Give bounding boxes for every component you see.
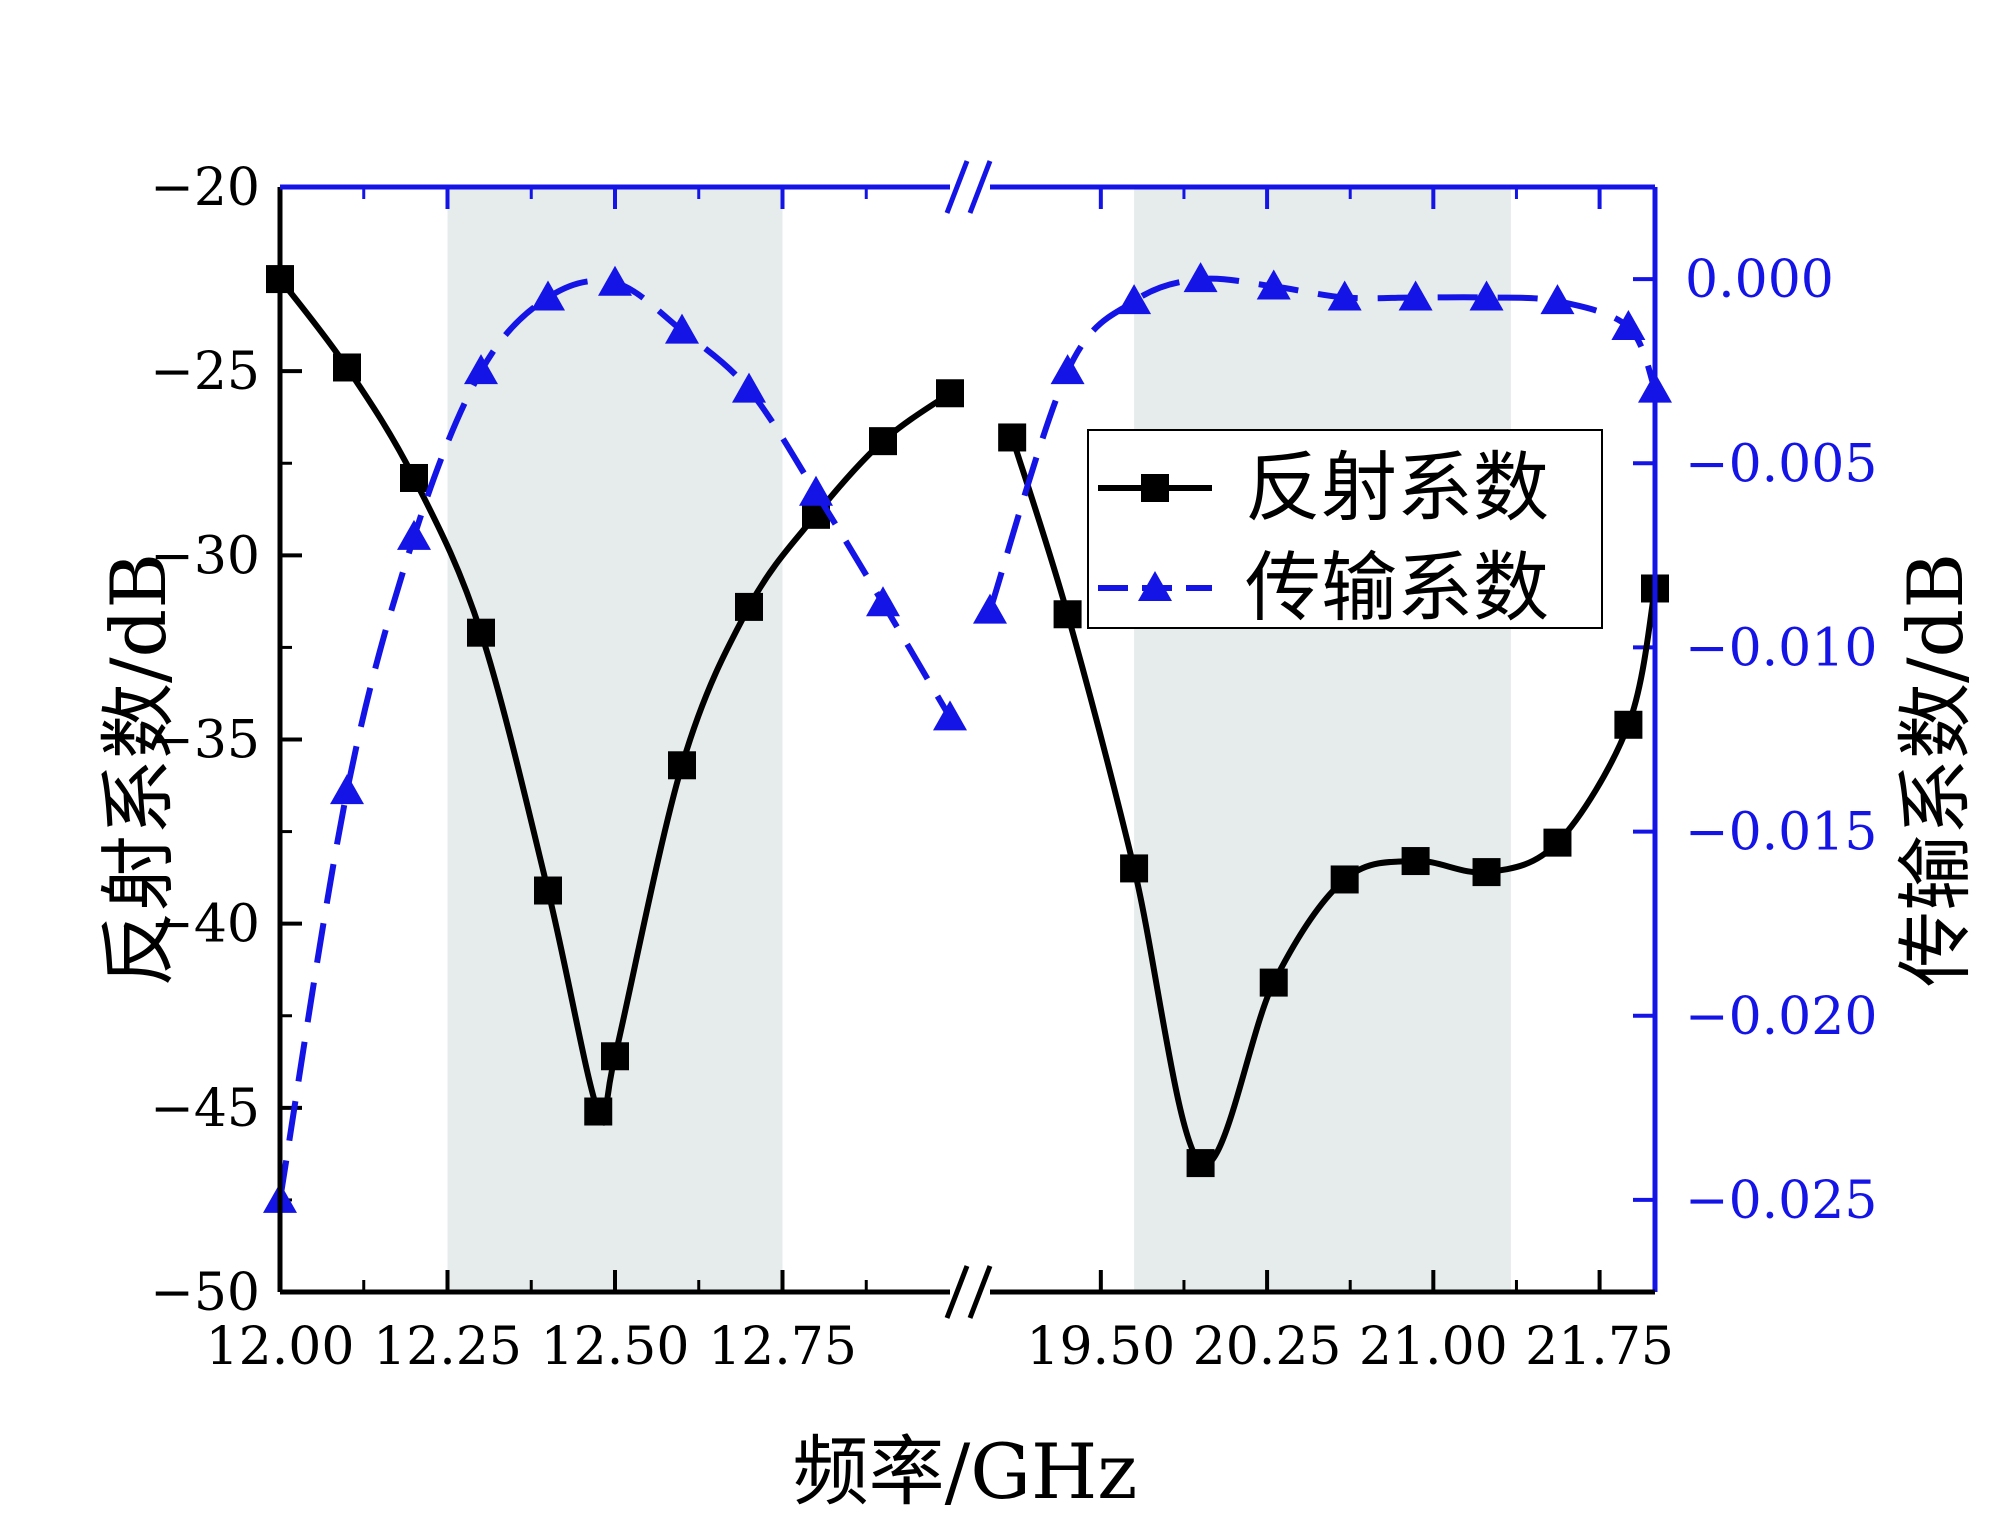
series-line: [277, 277, 953, 1201]
y-tick-label-right: −0.015: [1685, 803, 1877, 863]
shaded-band: [1134, 187, 1511, 1292]
y-tick-label-left: −25: [150, 342, 260, 402]
data-point: [534, 876, 562, 905]
data-point: [665, 313, 699, 344]
y-tick-label-right: −0.005: [1685, 434, 1877, 494]
data-point: [1469, 280, 1504, 311]
data-point: [866, 586, 900, 617]
data-point: [1327, 280, 1362, 311]
data-point: [936, 379, 964, 408]
legend-label: 传输系数: [1245, 543, 1549, 632]
data-point: [1117, 284, 1152, 315]
data-point: [998, 423, 1027, 452]
y-tick-label-left: −40: [150, 895, 260, 955]
legend-label: 反射系数: [1245, 443, 1549, 532]
axis-break-mark: [944, 1265, 970, 1319]
y-tick-label-left: −35: [150, 711, 260, 771]
data-point: [869, 427, 897, 456]
legend-box: [1087, 429, 1603, 629]
axis-labels: −20 −25 −30 −35 −40 −45 −50 0.000 −0.005 −0.010 −0…: [94, 158, 1980, 1516]
data-point: [330, 774, 364, 805]
y-tick-label-right: −0.020: [1685, 987, 1877, 1047]
data-point: [333, 353, 361, 382]
data-point: [1120, 854, 1149, 883]
y-axis-title-left: 反射系数/dB: [94, 553, 183, 987]
data-point: [735, 592, 763, 621]
data-point: [1614, 710, 1643, 739]
legend-marker: [1141, 474, 1169, 502]
data-point: [1259, 968, 1288, 997]
data-point: [1050, 354, 1085, 385]
data-point: [598, 265, 632, 296]
x-tick-label: 21.75: [1525, 1317, 1674, 1377]
y-axis-title-right: 传输系数/dB: [1891, 553, 1980, 987]
data-point: [1398, 280, 1433, 311]
y-tick-label-left: −20: [150, 158, 260, 218]
data-point: [668, 751, 696, 780]
y-tick-label-left: −30: [150, 526, 260, 586]
shaded-bands: [447, 187, 1511, 1292]
x-tick-label: 20.25: [1193, 1317, 1342, 1377]
y-tick-label-right: −0.025: [1685, 1171, 1877, 1231]
axis-break-mark: [967, 160, 993, 214]
shaded-band: [447, 187, 783, 1292]
data-point: [584, 1097, 613, 1126]
data-point: [1053, 600, 1082, 629]
data-point: [601, 1042, 629, 1071]
data-point: [1472, 858, 1501, 887]
x-tick-label: 12.50: [541, 1317, 690, 1377]
axis-break-mark: [967, 1265, 993, 1319]
data-point: [1543, 828, 1572, 857]
y-tick-label-right: −0.010: [1685, 618, 1877, 678]
data-point: [799, 475, 833, 506]
x-axis-title: 频率/GHz: [793, 1427, 1138, 1516]
data-point: [467, 618, 495, 647]
data-point: [1540, 284, 1575, 315]
data-point: [1183, 262, 1218, 293]
data-point: [933, 700, 967, 731]
axis-break-mark: [944, 160, 970, 214]
data-point: [1611, 309, 1646, 340]
data-point: [1186, 1149, 1215, 1178]
data-point: [1330, 865, 1359, 894]
y-tick-label-left: −50: [150, 1263, 260, 1323]
x-tick-label: 12.00: [206, 1317, 355, 1377]
x-tick-label: 21.00: [1359, 1317, 1508, 1377]
series-layer: [263, 262, 1672, 1213]
x-tick-label: 19.50: [1026, 1317, 1175, 1377]
data-point: [732, 372, 766, 403]
data-point: [397, 519, 431, 550]
data-point: [464, 354, 498, 385]
x-tick-label: 12.75: [708, 1317, 857, 1377]
data-point: [531, 280, 565, 311]
data-point: [973, 593, 1007, 624]
y-tick-label-left: −45: [150, 1079, 260, 1139]
y-tick-label-right: 0.000: [1685, 250, 1834, 310]
data-point: [400, 463, 428, 492]
data-point: [1256, 269, 1291, 300]
axes-frame: [277, 160, 1658, 1319]
legend-marker: [1138, 571, 1172, 601]
x-tick-label: 12.25: [373, 1317, 522, 1377]
data-point: [1401, 847, 1430, 876]
